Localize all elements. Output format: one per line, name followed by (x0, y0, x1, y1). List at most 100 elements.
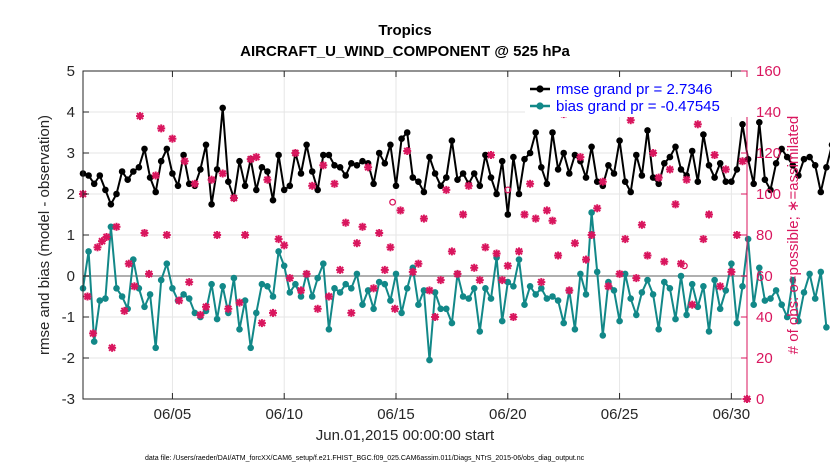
rmse-point (649, 174, 657, 181)
assimilated-obs-marker (677, 259, 685, 268)
y-tick-label: 2 (67, 186, 75, 203)
rmse-point (795, 172, 802, 179)
bias-point (761, 297, 769, 304)
assimilated-obs-marker (565, 286, 574, 295)
bias-point (286, 289, 294, 296)
bias-point (515, 256, 523, 263)
rmse-point (532, 129, 539, 136)
assimilated-obs-marker (302, 269, 311, 278)
assimilated-obs-marker (520, 210, 529, 219)
legend-box (525, 77, 748, 117)
y-tick-label: -2 (62, 350, 75, 367)
rmse-point (348, 160, 355, 167)
assimilated-obs-marker (319, 161, 328, 170)
rmse-point (672, 143, 679, 151)
rmse-point (387, 141, 394, 149)
rmse-point (169, 170, 176, 177)
bias-point (817, 268, 825, 276)
bias-point (331, 285, 338, 292)
rmse-point (700, 131, 707, 138)
assimilated-obs-marker (112, 222, 121, 231)
bias-point (236, 326, 243, 333)
rmse-point (320, 151, 327, 159)
assimilated-obs-marker (224, 304, 233, 313)
bias-point (336, 289, 344, 296)
bias-point (778, 301, 785, 309)
bias-point (297, 293, 305, 300)
rmse-point (437, 182, 445, 190)
legend: rmse grand pr = 2.7346 bias grand pr = -… (525, 77, 748, 117)
rmse-point (750, 180, 757, 188)
rmse-point (174, 182, 182, 190)
x-tick-label: 06/10 (265, 406, 303, 423)
assimilated-obs-marker (330, 179, 339, 188)
rmse-point (476, 182, 484, 190)
bias-point (96, 297, 104, 304)
possible-obs-marker (389, 198, 397, 206)
assimilated-obs-marker (453, 269, 462, 278)
x-tick-label: 06/15 (377, 406, 415, 423)
bias-point (118, 293, 126, 300)
rmse-point (85, 172, 92, 179)
bias-point (403, 285, 411, 292)
rmse-point (610, 170, 618, 177)
assimilated-obs-marker (380, 265, 389, 274)
possible-obs-marker (504, 186, 512, 194)
bias-point (308, 293, 316, 300)
chart-title: Tropics (378, 22, 431, 39)
assimilated-obs-marker (218, 169, 227, 178)
assimilated-obs-marker (643, 251, 652, 260)
assimilated-obs-marker (487, 151, 495, 159)
rmse-point (616, 137, 623, 144)
assimilated-obs-marker (390, 304, 399, 313)
bias-point (247, 344, 254, 352)
assimilated-obs-marker (727, 267, 736, 276)
bias-point (102, 295, 109, 302)
assimilated-obs-marker (447, 247, 456, 256)
assimilated-obs-marker (626, 116, 635, 125)
rmse-point (538, 164, 545, 171)
x-tick-label: 06/20 (489, 406, 527, 423)
rmse-point (225, 178, 232, 185)
rmse-point (269, 196, 277, 204)
rmse-point (107, 201, 115, 208)
assimilated-obs-marker (582, 255, 590, 264)
assimilated-obs-marker (665, 165, 674, 174)
rmse-point (716, 160, 724, 167)
bias-point (381, 280, 389, 288)
assimilated-obs-marker (151, 171, 160, 180)
rmse-point (526, 149, 534, 157)
bias-point (342, 280, 350, 288)
rmse-point (197, 166, 204, 173)
bias-point (146, 291, 154, 298)
rmse-point (241, 182, 249, 190)
x-tick-label: 06/05 (154, 406, 192, 423)
rmse-point (297, 170, 305, 177)
bias-point (252, 309, 260, 317)
rmse-point (688, 147, 696, 155)
assimilated-obs-marker (369, 284, 378, 293)
bias-point (526, 283, 534, 290)
assimilated-obs-marker (185, 278, 194, 287)
bias-point (795, 317, 802, 325)
assimilated-obs-marker (297, 286, 305, 295)
assimilated-obs-marker (213, 231, 222, 239)
rmse-point (280, 186, 288, 194)
rmse-point (560, 149, 567, 157)
bias-point (627, 295, 634, 302)
bias-point (163, 260, 171, 268)
rmse-point (487, 174, 495, 181)
bias-point (543, 295, 551, 302)
assimilated-obs-marker (408, 267, 417, 276)
assimilated-obs-marker (358, 222, 367, 231)
rmse-point (258, 164, 266, 171)
assimilated-obs-marker (124, 259, 133, 268)
assimilated-obs-marker (269, 308, 277, 317)
y-tick-label: -1 (62, 309, 75, 326)
bias-point (549, 293, 556, 300)
bias-point (750, 301, 757, 309)
bias-point (359, 301, 366, 309)
assimilated-obs-marker (252, 153, 261, 162)
assimilated-obs-marker (576, 153, 585, 162)
bias-point (498, 317, 506, 325)
